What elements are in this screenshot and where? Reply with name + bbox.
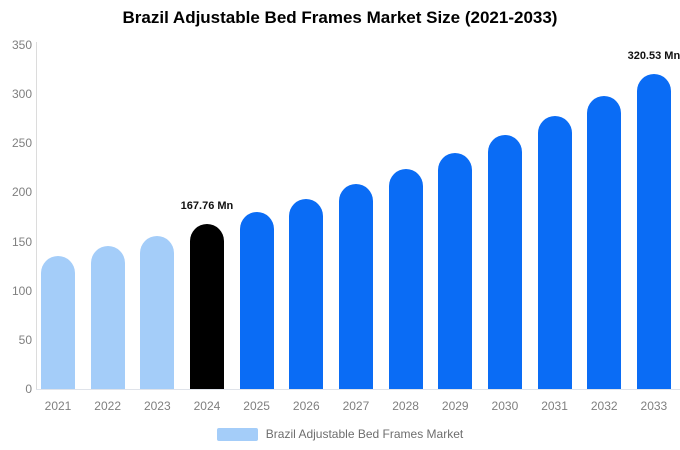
y-tick-label: 250 (11, 136, 32, 151)
y-tick-label: 50 (18, 332, 32, 347)
bar-2028 (388, 169, 423, 389)
bar-column-2024: 167.76 Mn (181, 45, 233, 389)
bar-column-2032 (587, 45, 622, 389)
bar-2023 (140, 235, 175, 389)
bar-2021 (41, 256, 75, 389)
plot-area: 167.76 Mn 320.53 Mn (41, 45, 680, 389)
bar-2024 (189, 224, 224, 389)
y-tick-label: 150 (11, 234, 32, 249)
x-tick-label-2021: 2021 (44, 399, 72, 413)
x-axis-line (36, 389, 680, 390)
bar-2026 (289, 198, 324, 389)
legend: Brazil Adjustable Bed Frames Market (0, 427, 680, 441)
y-tick-label: 200 (11, 185, 32, 200)
legend-label: Brazil Adjustable Bed Frames Market (265, 427, 464, 441)
chart-title: Brazil Adjustable Bed Frames Market Size… (122, 8, 558, 27)
bar-2031 (537, 116, 572, 389)
bar-2030 (487, 135, 522, 389)
x-tick-label-2028: 2028 (392, 399, 419, 413)
bar-column-2031 (537, 45, 572, 389)
y-axis: 0 50 100 150 200 250 300 350 (0, 0, 32, 450)
x-tick-label-2030: 2030 (491, 399, 519, 413)
bar-column-2025 (239, 45, 274, 389)
bar-column-2021 (41, 45, 75, 389)
bar-2029 (438, 152, 473, 389)
bar-column-2030 (487, 45, 522, 389)
bar-column-2028 (388, 45, 423, 389)
x-tick-label-2022: 2022 (94, 399, 121, 413)
y-tick-label: 100 (11, 283, 32, 298)
x-tick-label-2025: 2025 (243, 399, 270, 413)
bar-2022 (90, 246, 125, 389)
bar-column-2027 (338, 45, 373, 389)
x-axis: 2021 2022 2023 2024 2025 2026 2027 2028 2029 2030… (41, 399, 671, 413)
bar-2027 (338, 184, 373, 389)
bar-column-2033: 320.53 Mn (628, 45, 680, 389)
bar-column-2023 (140, 45, 175, 389)
x-tick-label-2031: 2031 (541, 399, 568, 413)
x-tick-label-2027: 2027 (342, 399, 370, 413)
y-tick-label: 350 (11, 38, 32, 52)
bar-column-2022 (90, 45, 125, 389)
bar-value-label-2024: 167.76 Mn (180, 200, 234, 213)
legend-swatch (216, 427, 258, 441)
bar-column-2026 (289, 45, 324, 389)
y-tick-label: 300 (11, 87, 32, 102)
bar-2033 (636, 74, 671, 389)
x-tick-label-2029: 2029 (441, 399, 469, 413)
x-tick-label-2026: 2026 (292, 399, 320, 413)
bar-value-label-2033: 320.53 Mn (627, 49, 680, 62)
bar-2025 (239, 211, 274, 389)
x-tick-label-2032: 2032 (590, 399, 618, 413)
x-tick-label-2024: 2024 (193, 399, 221, 413)
y-tick-label: 0 (25, 382, 32, 396)
y-axis-line (36, 42, 37, 390)
x-tick-label-2023: 2023 (143, 399, 171, 413)
x-tick-label-2033: 2033 (640, 399, 668, 413)
bar-2032 (587, 95, 622, 389)
bar-column-2029 (438, 45, 473, 389)
